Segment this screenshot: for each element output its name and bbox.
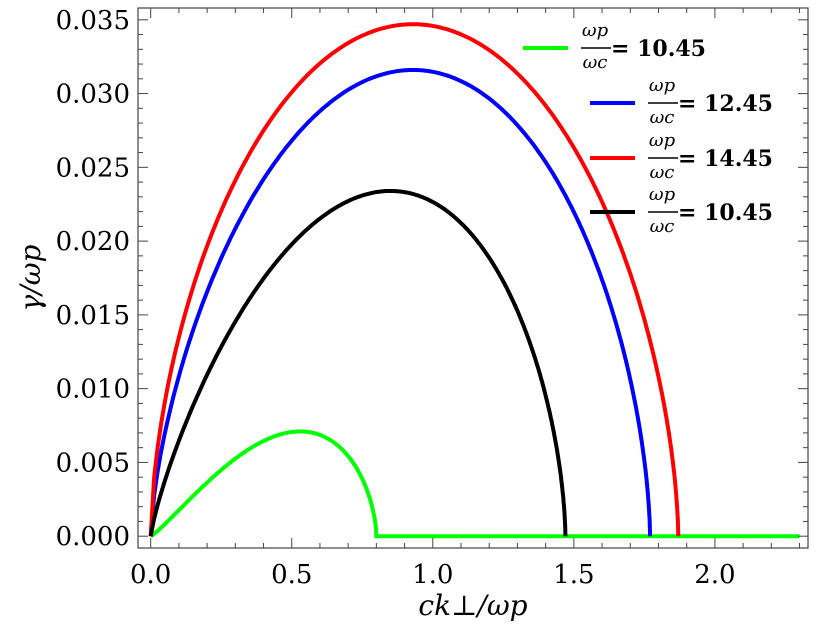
legend-entry: ωp ωc= 10.45 <box>648 184 773 237</box>
legend-numerator: ωp <box>649 75 676 96</box>
series-line-0 <box>149 429 800 539</box>
legend-value: = 10.45 <box>611 36 706 62</box>
y-tick-label: 0.010 <box>56 375 130 405</box>
legend-value: = 14.45 <box>678 146 773 172</box>
y-tick-label: 0.025 <box>56 153 130 183</box>
legend-numerator: ωp <box>649 184 676 205</box>
x-tick-label: 0.0 <box>130 560 171 590</box>
x-tick-label: 1.5 <box>553 560 594 590</box>
y-tick-label: 0.035 <box>56 6 130 36</box>
legend-entry: ωp ωc= 14.45 <box>648 130 773 183</box>
legend-numerator: ωp <box>582 20 609 41</box>
series-line-3 <box>148 189 568 537</box>
legend-numerator: ωp <box>649 130 676 151</box>
y-tick-label: 0.015 <box>56 301 130 331</box>
series-line-2 <box>148 22 681 537</box>
y-tick-label: 0.030 <box>56 80 130 110</box>
legend-denominator: ωc <box>650 216 675 237</box>
curves <box>148 22 800 539</box>
x-tick-label: 2.0 <box>694 560 735 590</box>
x-axis-label: ck⊥/ωp <box>418 589 527 622</box>
legend-value: = 12.45 <box>678 91 773 117</box>
ticks: 0.0 0.5 1.0 1.5 2.0 0.000 0.005 0.010 0.015 0.020… <box>56 6 808 590</box>
legend-value: = 10.45 <box>678 200 773 226</box>
legend-entry: ωp ωc= 12.45 <box>648 75 773 128</box>
plot-frame <box>137 7 809 549</box>
legend-entry: ωp ωc= 10.45 <box>581 20 706 73</box>
x-tick-label: 0.5 <box>271 560 312 590</box>
legend-denominator: ωc <box>583 52 608 73</box>
x-tick-label: 1.0 <box>412 560 453 590</box>
y-tick-label: 0.005 <box>56 448 130 478</box>
y-axis-label: γ/ωp <box>14 244 47 311</box>
legend-denominator: ωc <box>650 107 675 128</box>
y-tick-label: 0.020 <box>56 227 130 257</box>
series-line-1 <box>148 68 652 537</box>
y-tick-label: 0.000 <box>56 522 130 552</box>
legend-denominator: ωc <box>650 162 675 183</box>
